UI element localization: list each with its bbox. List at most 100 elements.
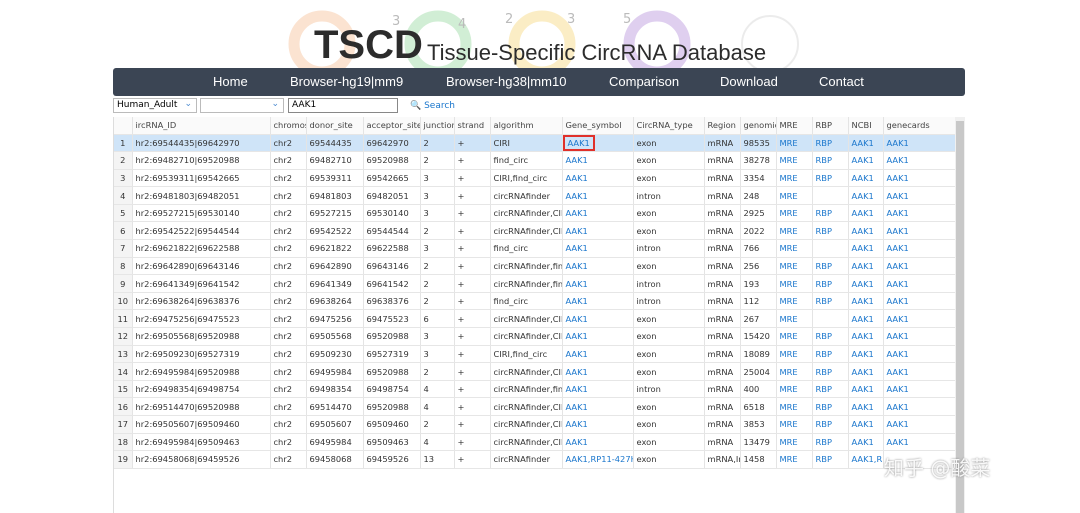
nav-link[interactable]: Download: [720, 74, 778, 89]
cell-link[interactable]: AAK1: [851, 331, 874, 342]
table-row[interactable]: 7 hr2:69621822|69622588 chr2 69621822 696225…: [114, 239, 957, 258]
cell-link[interactable]: RBP: [815, 278, 832, 289]
table-row[interactable]: 17 hr2:69505607|69509460 chr2 69505607 69509…: [114, 415, 957, 434]
nav-link[interactable]: Contact: [819, 74, 864, 89]
nav-link[interactable]: Home: [213, 74, 248, 89]
cell-link[interactable]: AAK1: [565, 225, 588, 236]
table-row[interactable]: 16 hr2:69514470|69520988 chr2 69514470 69520…: [114, 397, 957, 416]
table-row[interactable]: 18 hr2:69495984|69509463 chr2 69495984 69509…: [114, 433, 957, 452]
cell-link[interactable]: MRE: [779, 190, 798, 201]
cell-link[interactable]: AAK1: [886, 225, 909, 236]
cell-link[interactable]: AAK1: [886, 296, 909, 307]
cell-link[interactable]: RBP: [815, 419, 832, 430]
cell-link[interactable]: RBP: [815, 172, 832, 183]
table-row[interactable]: 19 hr2:69458068|69459526 chr2 69458068 69459…: [114, 450, 957, 469]
cell-link[interactable]: MRE: [779, 225, 798, 236]
cell-link[interactable]: AAK1: [851, 313, 874, 324]
table-row[interactable]: 8 hr2:69642890|69643146 chr2 69642890 696431…: [114, 257, 957, 276]
cell-link[interactable]: AAK1: [565, 384, 588, 395]
cell-link[interactable]: AAK1: [851, 436, 874, 447]
table-row[interactable]: 9 hr2:69641349|69641542 chr2 69641349 696415…: [114, 274, 957, 293]
cell-link[interactable]: AAK1: [886, 366, 909, 377]
cell-link[interactable]: AAK1: [886, 313, 909, 324]
cell-link[interactable]: AAK1: [565, 331, 588, 342]
table-row[interactable]: 15 hr2:69498354|69498754 chr2 69498354 69498…: [114, 380, 957, 399]
cell-link[interactable]: AAK1: [851, 260, 874, 271]
table-row[interactable]: 6 hr2:69542522|69544544 chr2 69542522 695445…: [114, 221, 957, 241]
cell-link[interactable]: AAK1: [851, 243, 874, 254]
table-row[interactable]: 1 hr2:69544435|69642970 chr2 69544435 696429…: [114, 134, 957, 153]
cell-link[interactable]: AAK1: [565, 190, 588, 201]
cell-link[interactable]: AAK1: [886, 137, 909, 148]
cell-link[interactable]: MRE: [779, 366, 798, 377]
cell-link[interactable]: AAK1: [851, 384, 874, 395]
second-select[interactable]: ⌄: [200, 98, 284, 113]
cell-link[interactable]: AAK1: [851, 348, 874, 359]
cell-link[interactable]: MRE: [779, 296, 798, 307]
cell-link[interactable]: AAK1: [851, 366, 874, 377]
cell-link[interactable]: AAK1: [886, 348, 909, 359]
cell-link[interactable]: MRE: [779, 401, 798, 412]
cell-link[interactable]: AAK1: [565, 260, 588, 271]
cell-link[interactable]: AAK1: [565, 366, 588, 377]
cell-link[interactable]: AAK1: [886, 243, 909, 254]
cell-link[interactable]: RBP: [815, 401, 832, 412]
cell-link[interactable]: AAK1: [851, 278, 874, 289]
cell-link[interactable]: MRE: [779, 384, 798, 395]
cell-link[interactable]: AAK1: [851, 190, 874, 201]
cell-link[interactable]: MRE: [779, 278, 798, 289]
cell-link[interactable]: AAK1: [886, 260, 909, 271]
cell-link[interactable]: RBP: [815, 331, 832, 342]
cell-link[interactable]: AAK1: [565, 208, 588, 219]
cell-link[interactable]: MRE: [779, 348, 798, 359]
table-row[interactable]: 14 hr2:69495984|69520988 chr2 69495984 69520…: [114, 362, 957, 381]
cell-link[interactable]: AAK1: [851, 401, 874, 412]
cell-link[interactable]: AAK1: [851, 208, 874, 219]
cell-link[interactable]: AAK1: [886, 172, 909, 183]
cell-link[interactable]: AAK1: [562, 134, 595, 151]
search-input[interactable]: AAK1: [288, 98, 398, 113]
cell-link[interactable]: MRE: [779, 260, 798, 271]
cell-link[interactable]: MRE: [779, 454, 798, 465]
cell-link[interactable]: RBP: [815, 348, 832, 359]
cell-link[interactable]: AAK1: [886, 331, 909, 342]
tissue-select[interactable]: Human_Adult ⌄: [113, 98, 197, 113]
cell-link[interactable]: RBP: [815, 454, 832, 465]
cell-link[interactable]: AAK1: [851, 225, 874, 236]
table-row[interactable]: 10 hr2:69638264|69638376 chr2 69638264 69638…: [114, 292, 957, 311]
cell-link[interactable]: MRE: [779, 313, 798, 324]
cell-link[interactable]: MRE: [779, 172, 798, 183]
cell-link[interactable]: AAK1: [565, 419, 588, 430]
cell-link[interactable]: RBP: [815, 436, 832, 447]
scrollbar[interactable]: [955, 117, 965, 513]
cell-link[interactable]: AAK1: [851, 155, 874, 166]
cell-link[interactable]: AAK1: [565, 155, 588, 166]
cell-link[interactable]: AAK1: [851, 296, 874, 307]
cell-link[interactable]: MRE: [779, 137, 798, 148]
table-row[interactable]: 3 hr2:69539311|69542665 chr2 69539311 695426…: [114, 169, 957, 188]
cell-link[interactable]: AAK1: [565, 296, 588, 307]
cell-link[interactable]: AAK1,RP11-427H3: [565, 454, 633, 465]
table-row[interactable]: 5 hr2:69527215|69530140 chr2 69527215 695301…: [114, 204, 957, 223]
cell-link[interactable]: MRE: [779, 208, 798, 219]
table-row[interactable]: 4 hr2:69481803|69482051 chr2 69481803 694820…: [114, 186, 957, 205]
cell-link[interactable]: AAK1: [886, 401, 909, 412]
cell-link[interactable]: AAK1: [851, 172, 874, 183]
cell-link[interactable]: RBP: [815, 260, 832, 271]
table-row[interactable]: 12 hr2:69505568|69520988 chr2 69505568 69520…: [114, 327, 957, 346]
cell-link[interactable]: AAK1: [886, 436, 909, 447]
search-button[interactable]: 🔍 Search: [410, 101, 455, 111]
cell-link[interactable]: AAK1: [565, 401, 588, 412]
cell-link[interactable]: MRE: [779, 155, 798, 166]
cell-link[interactable]: RBP: [815, 296, 832, 307]
cell-link[interactable]: RBP: [815, 384, 832, 395]
nav-link[interactable]: Comparison: [609, 74, 680, 89]
cell-link[interactable]: RBP: [815, 155, 832, 166]
cell-link[interactable]: AAK1,RP: [851, 454, 883, 465]
cell-link[interactable]: AAK1: [565, 436, 588, 447]
cell-link[interactable]: MRE: [779, 419, 798, 430]
cell-link[interactable]: AAK1: [565, 172, 588, 183]
cell-link[interactable]: RBP: [815, 366, 832, 377]
cell-link[interactable]: AAK1: [886, 155, 909, 166]
table-row[interactable]: 13 hr2:69509230|69527319 chr2 69509230 69527…: [114, 345, 957, 364]
